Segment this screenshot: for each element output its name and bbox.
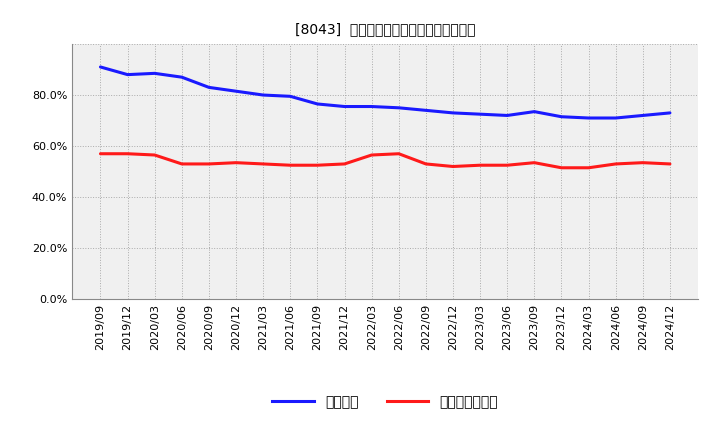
固定長期適合率 [123,151,132,156]
固定長期適合率 [96,151,105,156]
固定比率 [313,101,322,106]
固定比率 [584,115,593,121]
固定比率 [530,109,539,114]
固定長期適合率 [204,161,213,167]
固定比率 [476,111,485,117]
固定比率 [367,104,376,109]
固定長期適合率 [367,152,376,158]
固定長期適合率 [395,151,403,156]
固定比率 [178,74,186,80]
固定長期適合率 [665,161,674,167]
固定比率 [395,105,403,110]
固定比率 [96,64,105,70]
Title: [8043]  固定比率、固定長期適合率の推移: [8043] 固定比率、固定長期適合率の推移 [295,22,475,36]
固定比率 [421,108,430,113]
Legend: 固定比率, 固定長期適合率: 固定比率, 固定長期適合率 [267,390,503,415]
固定長期適合率 [286,162,294,168]
固定長期適合率 [639,160,647,165]
固定長期適合率 [449,164,457,169]
固定長期適合率 [530,160,539,165]
固定長期適合率 [150,152,159,158]
固定比率 [639,113,647,118]
固定比率 [232,88,240,94]
固定比率 [123,72,132,77]
固定比率 [204,85,213,90]
固定長期適合率 [476,162,485,168]
固定長期適合率 [421,161,430,167]
固定長期適合率 [611,161,620,167]
固定長期適合率 [232,160,240,165]
固定比率 [341,104,349,109]
固定長期適合率 [503,162,511,168]
固定比率 [259,92,268,98]
固定比率 [286,94,294,99]
固定比率 [611,115,620,121]
固定長期適合率 [341,161,349,167]
固定比率 [449,110,457,116]
固定比率 [150,71,159,76]
Line: 固定比率: 固定比率 [101,67,670,118]
固定比率 [557,114,566,119]
固定長期適合率 [313,162,322,168]
固定比率 [503,113,511,118]
固定長期適合率 [557,165,566,170]
固定長期適合率 [584,165,593,170]
固定比率 [665,110,674,116]
固定長期適合率 [259,161,268,167]
Line: 固定長期適合率: 固定長期適合率 [101,154,670,168]
固定長期適合率 [178,161,186,167]
